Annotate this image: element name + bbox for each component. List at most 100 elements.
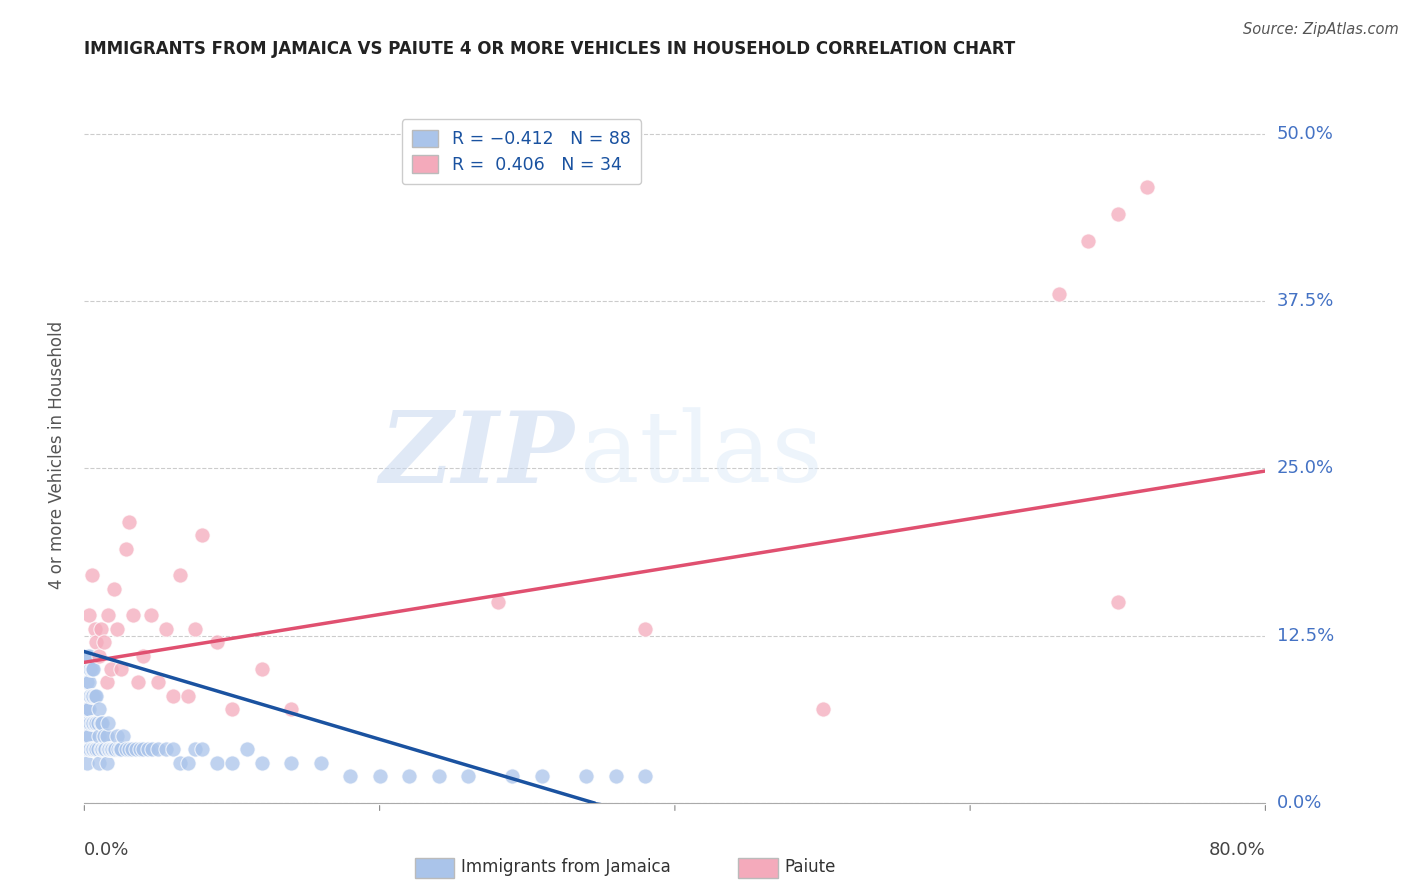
Point [398, 769, 420, 783]
Legend: R = −0.412   N = 88, R =  0.406   N = 34: R = −0.412 N = 88, R = 0.406 N = 34 [402, 120, 641, 185]
Point [121, 742, 143, 756]
Point [250, 662, 273, 676]
Point [93, 742, 115, 756]
Point [80, 662, 103, 676]
Point [111, 729, 134, 743]
Point [97, 608, 120, 623]
Point [75, 715, 97, 730]
Text: 37.5%: 37.5% [1277, 292, 1334, 310]
Point [110, 662, 132, 676]
Point [132, 648, 155, 663]
Point [79, 689, 101, 703]
Point [486, 595, 509, 609]
Point [80, 715, 103, 730]
Point [191, 528, 214, 542]
Point [191, 742, 214, 756]
Point [77, 608, 100, 623]
Point [91, 742, 114, 756]
Point [184, 742, 207, 756]
Text: IMMIGRANTS FROM JAMAICA VS PAIUTE 4 OR MORE VEHICLES IN HOUSEHOLD CORRELATION CH: IMMIGRANTS FROM JAMAICA VS PAIUTE 4 OR M… [84, 40, 1015, 58]
Text: 50.0%: 50.0% [1277, 125, 1333, 143]
Point [86, 742, 108, 756]
Point [1107, 207, 1129, 221]
Text: 12.5%: 12.5% [1277, 626, 1334, 645]
Point [104, 742, 127, 756]
Point [76, 675, 98, 690]
Point [141, 742, 163, 756]
Point [90, 715, 112, 730]
Point [100, 742, 122, 756]
Point [76, 756, 98, 770]
Point [136, 742, 159, 756]
Point [634, 622, 657, 636]
Point [80, 568, 103, 582]
Point [1047, 287, 1070, 301]
Point [530, 769, 553, 783]
Point [83, 715, 105, 730]
Point [169, 756, 191, 770]
Point [103, 582, 125, 596]
Text: 0.0%: 0.0% [84, 841, 129, 859]
Point [77, 675, 100, 690]
Point [107, 742, 129, 756]
Point [634, 769, 657, 783]
Text: 25.0%: 25.0% [1277, 459, 1334, 477]
Point [83, 689, 105, 703]
Point [83, 742, 105, 756]
Point [90, 742, 112, 756]
Point [82, 715, 104, 730]
Point [122, 608, 145, 623]
Point [77, 702, 100, 716]
Point [82, 689, 104, 703]
Text: ZIP: ZIP [380, 407, 575, 503]
Point [1136, 180, 1159, 194]
Point [87, 702, 111, 716]
Point [105, 729, 128, 743]
Point [221, 756, 243, 770]
Point [91, 715, 114, 730]
Y-axis label: 4 or more Vehicles in Household: 4 or more Vehicles in Household [48, 321, 66, 589]
Point [84, 742, 107, 756]
Point [148, 742, 170, 756]
Point [110, 742, 132, 756]
Point [155, 622, 177, 636]
Point [83, 622, 105, 636]
Point [108, 742, 131, 756]
Point [76, 729, 98, 743]
Point [575, 769, 598, 783]
Point [87, 648, 111, 663]
Point [339, 769, 361, 783]
Point [177, 756, 200, 770]
Point [148, 675, 170, 690]
Point [76, 702, 98, 716]
Point [98, 742, 121, 756]
Point [162, 742, 184, 756]
Point [94, 742, 117, 756]
Text: 0.0%: 0.0% [1277, 794, 1322, 812]
Point [103, 742, 125, 756]
Point [75, 742, 97, 756]
Point [132, 742, 155, 756]
Point [80, 742, 103, 756]
Point [84, 715, 107, 730]
Point [86, 715, 108, 730]
Text: Source: ZipAtlas.com: Source: ZipAtlas.com [1243, 22, 1399, 37]
Point [77, 648, 100, 663]
Point [457, 769, 479, 783]
Point [82, 742, 104, 756]
Point [125, 742, 148, 756]
Point [100, 662, 122, 676]
Point [84, 635, 107, 649]
Point [77, 729, 100, 743]
Point [97, 715, 120, 730]
Point [84, 689, 107, 703]
Point [96, 756, 118, 770]
Point [427, 769, 450, 783]
Point [280, 702, 302, 716]
Text: 80.0%: 80.0% [1209, 841, 1265, 859]
Point [605, 769, 627, 783]
Point [76, 648, 98, 663]
Text: atlas: atlas [581, 407, 823, 503]
Point [1077, 234, 1099, 248]
Point [93, 729, 115, 743]
